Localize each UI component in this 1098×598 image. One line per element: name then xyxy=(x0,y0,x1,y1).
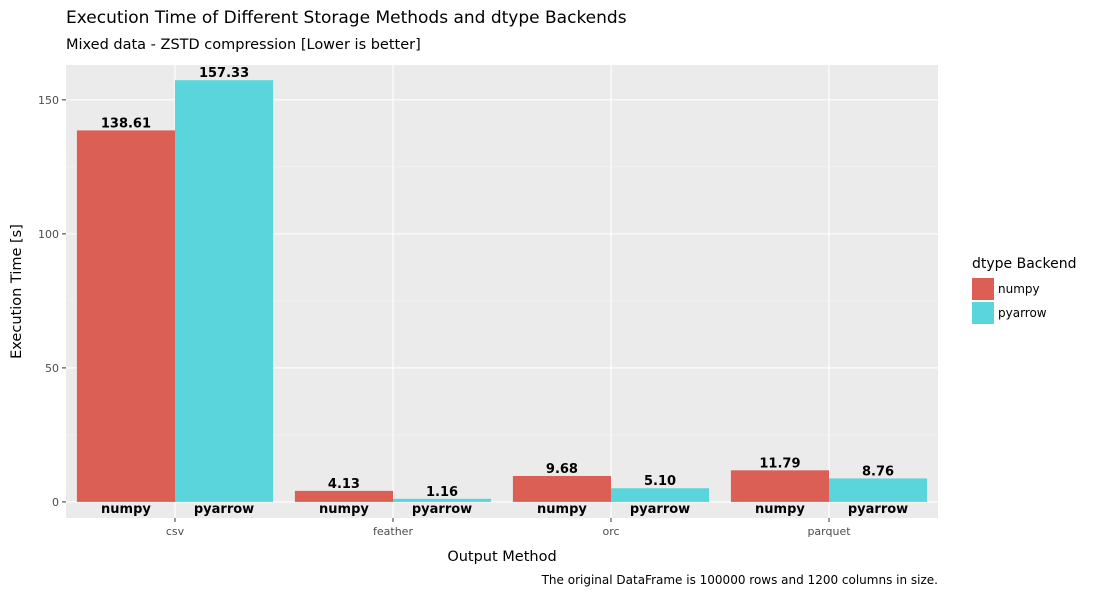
legend-swatch-numpy xyxy=(972,278,994,300)
legend-item-numpy: numpy xyxy=(972,278,1040,300)
bar-series-label: numpy xyxy=(101,502,151,517)
data-label: 8.76 xyxy=(862,464,894,479)
x-tick-label: orc xyxy=(602,525,619,538)
legend-label-numpy: numpy xyxy=(998,282,1040,296)
data-label: 11.79 xyxy=(759,456,800,471)
x-tick-label: csv xyxy=(166,525,185,538)
y-tick-label: 50 xyxy=(45,362,59,375)
data-label: 5.10 xyxy=(644,474,676,489)
data-label: 1.16 xyxy=(426,485,458,500)
data-label: 138.61 xyxy=(101,116,151,131)
chart-title: Execution Time of Different Storage Meth… xyxy=(66,8,627,28)
data-label: 157.33 xyxy=(199,66,249,81)
bar-pyarrow-orc xyxy=(611,488,710,502)
bar-series-label: numpy xyxy=(319,502,369,517)
data-label: 4.13 xyxy=(328,477,360,492)
bar-pyarrow-parquet xyxy=(829,478,928,502)
bar-numpy-parquet xyxy=(730,470,829,502)
data-label: 9.68 xyxy=(546,462,578,477)
chart-caption: The original DataFrame is 100000 rows an… xyxy=(541,573,938,587)
legend-title: dtype Backend xyxy=(972,256,1077,272)
x-tick-label: parquet xyxy=(807,525,851,538)
legend-label-pyarrow: pyarrow xyxy=(998,306,1047,320)
bar-pyarrow-feather xyxy=(393,498,492,502)
bar-series-label: numpy xyxy=(537,502,587,517)
x-axis-title: Output Method xyxy=(447,549,556,565)
bar-series-label: pyarrow xyxy=(194,502,254,517)
legend-item-pyarrow: pyarrow xyxy=(972,302,1047,324)
bar-numpy-feather xyxy=(294,490,393,502)
bar-series-label: pyarrow xyxy=(630,502,690,517)
legend-swatch-pyarrow xyxy=(972,302,994,324)
bar-pyarrow-csv xyxy=(175,80,274,502)
bar-series-label: numpy xyxy=(755,502,805,517)
bar-numpy-csv xyxy=(76,130,175,502)
y-axis-title: Execution Time [s] xyxy=(9,224,25,359)
bar-numpy-orc xyxy=(512,475,611,502)
y-tick-label: 150 xyxy=(38,94,59,107)
bar-series-label: pyarrow xyxy=(848,502,908,517)
chart-subtitle: Mixed data - ZSTD compression [Lower is … xyxy=(66,37,421,53)
y-tick-label: 100 xyxy=(38,228,59,241)
y-tick-label: 0 xyxy=(52,496,59,509)
x-tick-label: feather xyxy=(373,525,413,538)
bar-series-label: pyarrow xyxy=(412,502,472,517)
